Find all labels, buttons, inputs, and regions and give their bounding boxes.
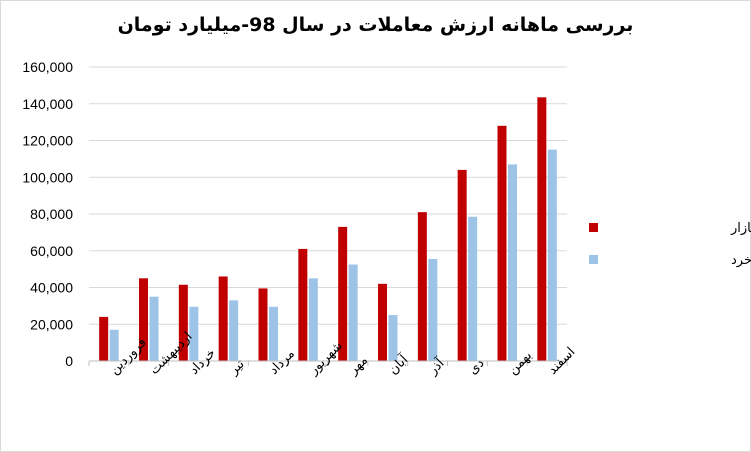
bar-total-market: [537, 97, 547, 361]
bar-total-market: [457, 169, 467, 361]
bar-total-market: [258, 288, 268, 361]
bar-total-market: [218, 276, 228, 361]
bar-total-market: [497, 125, 507, 361]
gridlines: [89, 66, 567, 325]
bar-total-market: [298, 248, 308, 361]
bar-retail-trades: [388, 315, 398, 361]
bar-retail-trades: [308, 278, 318, 361]
bar-retail-trades: [468, 216, 478, 361]
y-tick-label: 160,000: [22, 59, 73, 75]
bar-retail-trades: [508, 164, 517, 361]
bar-total-market: [139, 278, 148, 361]
bar-retail-trades: [428, 259, 438, 361]
legend-label: ارزش کل بازار: [730, 221, 751, 236]
y-tick-label: 80,000: [30, 206, 73, 222]
bar-retail-trades: [149, 296, 159, 361]
y-axis-ticks: 0 20,000 40,000 60,000 80,000 100,000 120,000 1…: [22, 59, 73, 369]
legend-swatch: [589, 255, 598, 264]
bars: [99, 97, 557, 361]
chart-title: بررسی ماهانه ارزش معاملات در سال 98-میلی…: [117, 14, 634, 36]
y-tick-label: 20,000: [30, 316, 73, 332]
y-tick-label: 140,000: [22, 96, 73, 112]
category-label: آذر: [424, 354, 449, 379]
x-axis: [88, 360, 568, 366]
bar-total-market: [99, 316, 109, 361]
bar-retail-trades: [547, 149, 557, 361]
bar-total-market: [417, 212, 427, 361]
y-tick-label: 100,000: [22, 169, 73, 185]
bar-retail-trades: [189, 306, 199, 361]
legend-swatch: [589, 223, 598, 232]
y-tick-label: 60,000: [30, 243, 73, 259]
y-tick-label: 120,000: [22, 133, 73, 149]
y-tick-label: 0: [65, 353, 73, 369]
bar-total-market: [378, 283, 387, 361]
bar-retail-trades: [229, 300, 239, 361]
legend: ارزش کل بازار ارزش معاملات خرد: [589, 221, 751, 268]
bar-retail-trades: [348, 264, 358, 361]
bar-total-market: [178, 284, 188, 361]
bar-retail-trades: [109, 329, 119, 361]
legend-label: ارزش معاملات خرد: [731, 253, 751, 268]
y-tick-label: 40,000: [30, 280, 73, 296]
bar-retail-trades: [269, 306, 278, 361]
bar-total-market: [338, 226, 348, 361]
